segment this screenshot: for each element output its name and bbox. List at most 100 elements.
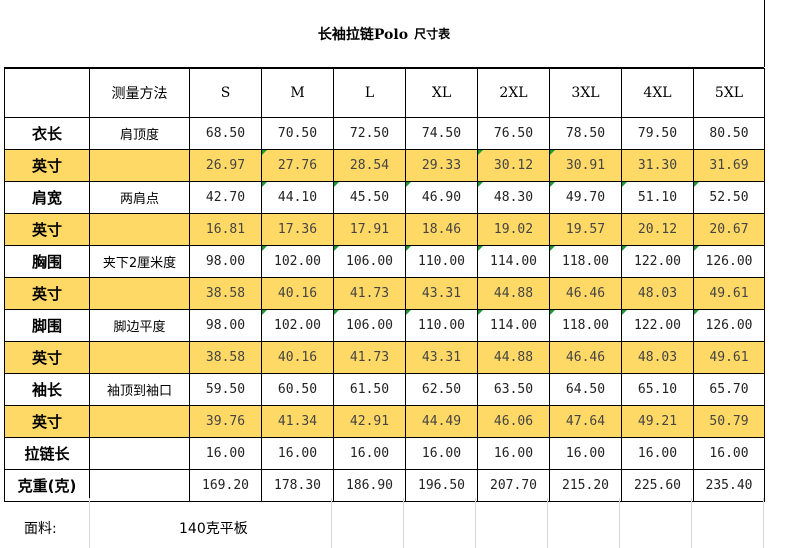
value-cell[interactable]: 46.90: [405, 181, 478, 214]
value-cell[interactable]: 98.00: [189, 309, 262, 342]
value-cell[interactable]: 30.91: [549, 149, 622, 182]
value-cell[interactable]: 44.88: [477, 277, 550, 310]
header-size-cell[interactable]: XL: [405, 68, 478, 118]
measure-method-cell[interactable]: 夹下2厘米度: [89, 245, 190, 278]
value-cell[interactable]: 72.50: [333, 117, 406, 150]
header-size-cell[interactable]: 3XL: [549, 68, 622, 118]
value-cell[interactable]: 106.00: [333, 245, 406, 278]
value-cell[interactable]: 42.91: [333, 405, 406, 438]
value-cell[interactable]: 17.91: [333, 213, 406, 246]
value-cell[interactable]: 28.54: [333, 149, 406, 182]
value-cell[interactable]: 59.50: [189, 373, 262, 406]
measure-method-cell[interactable]: [89, 405, 190, 438]
value-cell[interactable]: 126.00: [693, 245, 765, 278]
value-cell[interactable]: 196.50: [405, 469, 478, 502]
row-label-cell[interactable]: 肩宽: [4, 181, 90, 214]
value-cell[interactable]: 19.02: [477, 213, 550, 246]
value-cell[interactable]: 41.73: [333, 277, 406, 310]
header-corner-cell[interactable]: [4, 68, 90, 118]
measure-method-cell[interactable]: [89, 341, 190, 374]
value-cell[interactable]: 225.60: [621, 469, 694, 502]
row-label-cell[interactable]: 英寸: [4, 341, 90, 374]
row-label-cell[interactable]: 英寸: [4, 213, 90, 246]
value-cell[interactable]: 235.40: [693, 469, 765, 502]
measure-method-cell[interactable]: 肩顶度: [89, 117, 190, 150]
value-cell[interactable]: 38.58: [189, 341, 262, 374]
value-cell[interactable]: 169.20: [189, 469, 262, 502]
value-cell[interactable]: 27.76: [261, 149, 334, 182]
value-cell[interactable]: 126.00: [693, 309, 765, 342]
value-cell[interactable]: 44.88: [477, 341, 550, 374]
value-cell[interactable]: 49.61: [693, 277, 765, 310]
measure-method-cell[interactable]: [89, 149, 190, 182]
value-cell[interactable]: 16.81: [189, 213, 262, 246]
measure-method-cell[interactable]: [89, 213, 190, 246]
value-cell[interactable]: 43.31: [405, 341, 478, 374]
value-cell[interactable]: 51.10: [621, 181, 694, 214]
value-cell[interactable]: 76.50: [477, 117, 550, 150]
header-size-cell[interactable]: 5XL: [693, 68, 765, 118]
row-label-cell[interactable]: 袖长: [4, 373, 90, 406]
value-cell[interactable]: 16.00: [189, 437, 262, 470]
value-cell[interactable]: 41.34: [261, 405, 334, 438]
value-cell[interactable]: 42.70: [189, 181, 262, 214]
value-cell[interactable]: 122.00: [621, 245, 694, 278]
value-cell[interactable]: 114.00: [477, 309, 550, 342]
value-cell[interactable]: 78.50: [549, 117, 622, 150]
value-cell[interactable]: 186.90: [333, 469, 406, 502]
value-cell[interactable]: 106.00: [333, 309, 406, 342]
value-cell[interactable]: 44.49: [405, 405, 478, 438]
value-cell[interactable]: 63.50: [477, 373, 550, 406]
value-cell[interactable]: 30.12: [477, 149, 550, 182]
value-cell[interactable]: 16.00: [621, 437, 694, 470]
value-cell[interactable]: 29.33: [405, 149, 478, 182]
measure-method-cell[interactable]: [89, 277, 190, 310]
value-cell[interactable]: 31.30: [621, 149, 694, 182]
value-cell[interactable]: 46.46: [549, 277, 622, 310]
value-cell[interactable]: 50.79: [693, 405, 765, 438]
measure-method-cell[interactable]: 袖顶到袖口: [89, 373, 190, 406]
header-size-cell[interactable]: S: [189, 68, 262, 118]
value-cell[interactable]: 16.00: [333, 437, 406, 470]
value-cell[interactable]: 16.00: [261, 437, 334, 470]
value-cell[interactable]: 49.21: [621, 405, 694, 438]
row-label-cell[interactable]: 脚围: [4, 309, 90, 342]
value-cell[interactable]: 16.00: [549, 437, 622, 470]
value-cell[interactable]: 64.50: [549, 373, 622, 406]
value-cell[interactable]: 110.00: [405, 245, 478, 278]
value-cell[interactable]: 48.03: [621, 277, 694, 310]
value-cell[interactable]: 79.50: [621, 117, 694, 150]
measure-method-cell[interactable]: [89, 437, 190, 470]
value-cell[interactable]: 45.50: [333, 181, 406, 214]
header-size-cell[interactable]: 4XL: [621, 68, 694, 118]
value-cell[interactable]: 40.16: [261, 277, 334, 310]
value-cell[interactable]: 118.00: [549, 309, 622, 342]
row-label-cell[interactable]: 英寸: [4, 277, 90, 310]
value-cell[interactable]: 178.30: [261, 469, 334, 502]
value-cell[interactable]: 80.50: [693, 117, 765, 150]
value-cell[interactable]: 61.50: [333, 373, 406, 406]
value-cell[interactable]: 31.69: [693, 149, 765, 182]
value-cell[interactable]: 16.00: [405, 437, 478, 470]
measure-method-cell[interactable]: 两肩点: [89, 181, 190, 214]
measure-method-cell[interactable]: 脚边平度: [89, 309, 190, 342]
value-cell[interactable]: 16.00: [477, 437, 550, 470]
header-measure-cell[interactable]: 测量方法: [89, 68, 190, 118]
value-cell[interactable]: 62.50: [405, 373, 478, 406]
value-cell[interactable]: 49.61: [693, 341, 765, 374]
value-cell[interactable]: 18.46: [405, 213, 478, 246]
value-cell[interactable]: 43.31: [405, 277, 478, 310]
value-cell[interactable]: 16.00: [693, 437, 765, 470]
row-label-cell[interactable]: 衣长: [4, 117, 90, 150]
value-cell[interactable]: 102.00: [261, 245, 334, 278]
value-cell[interactable]: 17.36: [261, 213, 334, 246]
value-cell[interactable]: 207.70: [477, 469, 550, 502]
value-cell[interactable]: 19.57: [549, 213, 622, 246]
value-cell[interactable]: 46.46: [549, 341, 622, 374]
value-cell[interactable]: 49.70: [549, 181, 622, 214]
value-cell[interactable]: 41.73: [333, 341, 406, 374]
value-cell[interactable]: 114.00: [477, 245, 550, 278]
value-cell[interactable]: 40.16: [261, 341, 334, 374]
header-size-cell[interactable]: L: [333, 68, 406, 118]
row-label-cell[interactable]: 拉链长: [4, 437, 90, 470]
